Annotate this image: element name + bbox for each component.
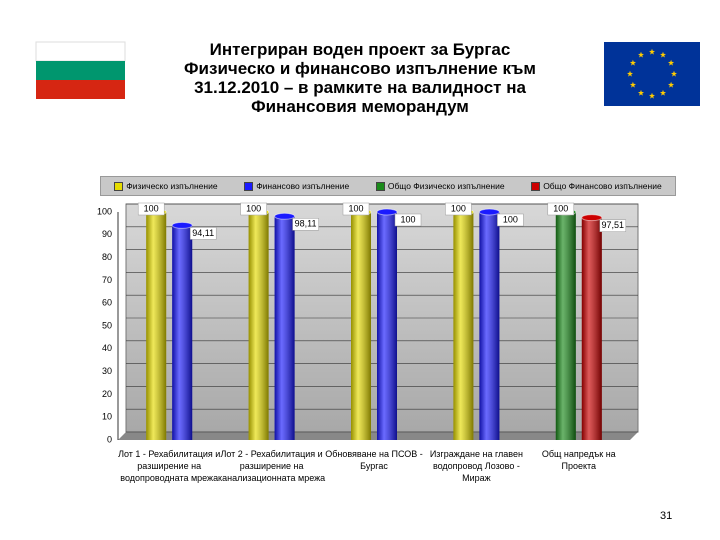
y-tick-label: 70 [102, 275, 112, 285]
bar-shading [479, 212, 500, 440]
value-label: 97,51 [602, 220, 625, 230]
legend-item: Общо Финансово изпълнение [531, 181, 662, 191]
bar-shading [172, 225, 193, 440]
y-tick-label: 10 [102, 412, 112, 422]
bar-top [171, 221, 193, 229]
bar-shading [248, 212, 269, 440]
x-tick-label: Лот 1 - Рехабилитация и разширение на во… [118, 449, 221, 483]
eu-star [638, 51, 644, 58]
value-label: 100 [144, 203, 159, 213]
eu-star [668, 81, 675, 88]
y-tick-label: 40 [102, 343, 112, 353]
page-number: 31 [660, 510, 673, 522]
x-tick-label: Обновяване на ПСОВ - Бургас [325, 449, 423, 471]
bar-shading [377, 212, 397, 440]
eu-star [649, 92, 655, 99]
y-tick-label: 50 [102, 320, 112, 330]
x-tick-label: Лот 2 - Рехабилитация и разширение на ка… [218, 449, 326, 483]
legend-label: Общо Физическо изпълнение [387, 181, 505, 191]
bar-shading [581, 217, 602, 440]
eu-star [627, 70, 633, 77]
legend: Физическо изпълнение Финансово изпълнение… [100, 176, 676, 196]
eu-star [629, 81, 636, 88]
title-line: 31.12.2010 – в рамките на валидност на [194, 78, 526, 97]
eu-star [660, 51, 666, 58]
y-tick-label: 20 [102, 389, 112, 399]
value-label: 98,11 [295, 219, 317, 229]
eu-star [638, 89, 644, 96]
value-label-box [292, 218, 319, 231]
y-tick-label: 30 [102, 366, 112, 376]
title-line: Интегриран воден проект за Бургас [209, 40, 511, 59]
flag-green [36, 61, 125, 80]
x-tick-label: Изграждане на главен водопровод Лозово -… [429, 449, 523, 483]
bar-top [274, 212, 296, 220]
legend-item: Финансово изпълнение [244, 181, 349, 191]
value-label-box [342, 202, 370, 216]
bar-shading [453, 212, 474, 440]
title-line: Физическо и финансово изпълнение към [184, 59, 536, 78]
bar-shading [351, 212, 371, 440]
legend-swatch [114, 181, 124, 191]
eu-star [649, 48, 655, 55]
title: Интегриран воден проект за Бургас Физичес… [130, 40, 590, 116]
eu-star [671, 70, 677, 77]
value-label-box [394, 213, 422, 227]
value-label-box [599, 219, 627, 232]
y-tick-label: 90 [102, 229, 112, 239]
value-label: 100 [553, 203, 568, 213]
eu-star [668, 59, 675, 66]
eu-star [660, 89, 666, 96]
y-tick-label: 100 [97, 206, 112, 216]
title-line: Финансовия меморандум [251, 97, 469, 116]
value-label-box [189, 227, 217, 240]
value-label-box [547, 202, 575, 216]
value-label: 100 [503, 214, 518, 224]
value-label-box [240, 202, 267, 216]
flag-red [36, 80, 125, 99]
bar-shading [274, 216, 295, 440]
legend-swatch [531, 181, 541, 191]
legend-label: Физическо изпълнение [126, 181, 218, 191]
legend-label: Общо Финансово изпълнение [543, 181, 662, 191]
legend-item: Общо Физическо изпълнение [375, 181, 505, 191]
legend-swatch [244, 181, 254, 191]
x-tick-label: Общ напредък на Проекта [541, 449, 616, 471]
bar-top [376, 208, 398, 216]
bar-shading [555, 212, 576, 440]
flag-white [35, 41, 126, 62]
eu-stars [627, 48, 677, 99]
value-label: 100 [451, 203, 466, 213]
value-label-box [137, 202, 165, 216]
value-label-box [497, 213, 524, 227]
value-label-box [445, 202, 472, 216]
value-label: 100 [246, 203, 261, 213]
legend-item: Физическо изпълнение [114, 181, 218, 191]
value-label: 94,11 [192, 228, 214, 238]
bar-shading [146, 212, 167, 440]
bar-top [478, 208, 500, 216]
legend-swatch [375, 181, 385, 191]
bar-top [581, 214, 603, 222]
legend-label: Финансово изпълнение [256, 181, 350, 191]
y-tick-label: 60 [102, 298, 112, 308]
y-tick-label: 0 [107, 434, 112, 444]
value-label: 100 [348, 203, 363, 213]
y-tick-label: 80 [102, 252, 112, 262]
eu-star [629, 59, 636, 66]
value-label: 100 [400, 214, 415, 224]
